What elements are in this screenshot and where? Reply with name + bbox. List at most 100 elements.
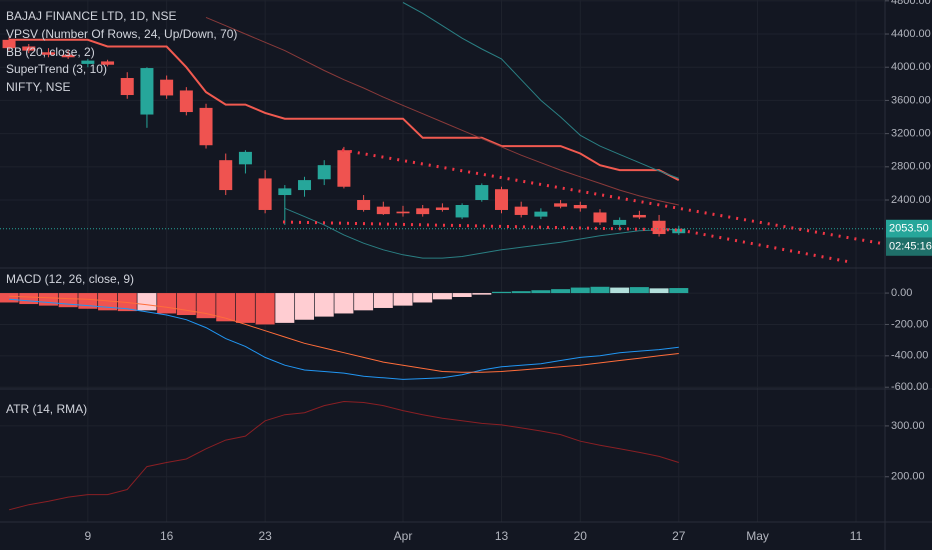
histogram-bar: [255, 293, 275, 325]
histogram-bar: [452, 293, 472, 297]
legend-item: NIFTY, NSE: [6, 80, 70, 94]
histogram-bar: [570, 287, 590, 294]
histogram-bar: [196, 293, 216, 319]
legend-item: SuperTrend (3, 10): [6, 62, 107, 76]
candle-body: [396, 211, 410, 214]
candle-body: [120, 78, 134, 96]
histogram-bar: [669, 288, 689, 294]
histogram-bar: [393, 293, 413, 306]
histogram-bar: [373, 293, 393, 308]
pane-title: ATR (14, RMA): [6, 402, 87, 416]
y-tick-label: 2400.00: [891, 194, 931, 206]
x-tick-label: May: [746, 529, 769, 543]
last-price-box: [886, 219, 932, 238]
histogram-bar: [472, 293, 492, 295]
y-tick-label: 4000.00: [891, 61, 931, 73]
countdown-label: 02:45:16: [889, 241, 932, 253]
trend-line: [679, 228, 851, 264]
x-tick-label: 23: [258, 529, 272, 543]
y-tick-label: 300.00: [891, 420, 925, 432]
y-tick-label: 200.00: [891, 471, 925, 483]
histogram-bar: [275, 293, 295, 323]
candle-body: [219, 160, 233, 191]
histogram-bar: [98, 293, 118, 311]
histogram-bar: [610, 287, 630, 294]
y-tick-label: -400.00: [891, 350, 928, 362]
histogram-bar: [590, 286, 610, 294]
candle-body: [514, 206, 528, 215]
labels-layer: BAJAJ FINANCE LTD, 1D, NSE VPSV (Number …: [6, 0, 932, 543]
histogram-bar: [137, 293, 157, 311]
indicator-line: [9, 38, 680, 181]
x-tick-label: Apr: [394, 529, 413, 543]
candle-body: [41, 52, 55, 55]
histogram-bar: [216, 293, 236, 322]
candle-body: [199, 107, 213, 146]
grid-layer: [0, 0, 885, 522]
histogram-bar: [491, 291, 511, 294]
candle-body: [376, 206, 390, 215]
candle-body: [416, 208, 430, 215]
candle-body: [652, 220, 666, 235]
candle-body: [613, 219, 627, 225]
legend-item: VPSV (Number Of Rows, 24, Up/Down, 70): [6, 27, 237, 41]
candle-body: [357, 200, 371, 210]
histogram-bar: [551, 289, 571, 294]
y-tick-label: 2800.00: [891, 161, 931, 173]
candle-body: [258, 178, 272, 210]
indicator-line: [9, 298, 679, 380]
histogram-bar: [157, 293, 177, 314]
indicator-line: [9, 295, 679, 373]
indicator-line: [205, 16, 679, 206]
candle-body: [317, 165, 331, 180]
legend-item: BB (20, close, 2): [6, 45, 95, 59]
candle-body: [435, 207, 449, 210]
histogram-bar: [0, 293, 19, 303]
candle-body: [140, 68, 154, 115]
histogram-bar: [314, 293, 334, 317]
candle-body: [160, 79, 174, 96]
x-tick-label: 27: [672, 529, 686, 543]
candle-body: [298, 180, 312, 191]
indicator-line: [402, 2, 679, 179]
y-tick-label: 0.00: [891, 287, 912, 299]
histogram-bar: [629, 287, 649, 294]
histogram-bar: [235, 293, 255, 323]
x-tick-label: 11: [850, 529, 863, 543]
indicator-line: [284, 207, 679, 259]
x-tick-label: 20: [574, 529, 588, 543]
histogram-bar: [334, 293, 354, 314]
histogram-bar: [531, 290, 551, 294]
candle-body: [672, 228, 686, 234]
countdown-box: [886, 237, 932, 256]
histogram-bar: [354, 293, 374, 311]
y-tick-label: 3200.00: [891, 128, 931, 140]
histogram-bar: [295, 293, 315, 320]
y-tick-label: 4400.00: [891, 28, 931, 40]
candle-body: [632, 214, 646, 218]
histogram-bar: [38, 293, 58, 306]
x-tick-label: 9: [85, 529, 92, 543]
candle-body: [81, 60, 95, 64]
candle-body: [238, 151, 252, 165]
candle-body: [22, 46, 36, 51]
histogram-bar: [19, 293, 39, 305]
candle-body: [573, 204, 587, 209]
pane-title: MACD (12, 26, close, 9): [6, 272, 134, 286]
histogram-bar: [511, 291, 531, 294]
x-tick-label: 16: [160, 529, 174, 543]
candle-body: [278, 188, 292, 196]
marks-layer: [0, 2, 885, 511]
candle-body: [494, 189, 508, 210]
candle-body: [554, 203, 568, 207]
chart-title: BAJAJ FINANCE LTD, 1D, NSE: [6, 9, 176, 23]
candle-body: [593, 212, 607, 223]
last-price-label: 2053.50: [889, 223, 929, 235]
candle-body: [475, 185, 489, 201]
y-tick-label: 4800.00: [891, 0, 931, 7]
histogram-bar: [413, 293, 433, 303]
x-tick-label: 13: [495, 529, 509, 543]
y-tick-label: -600.00: [891, 381, 928, 393]
